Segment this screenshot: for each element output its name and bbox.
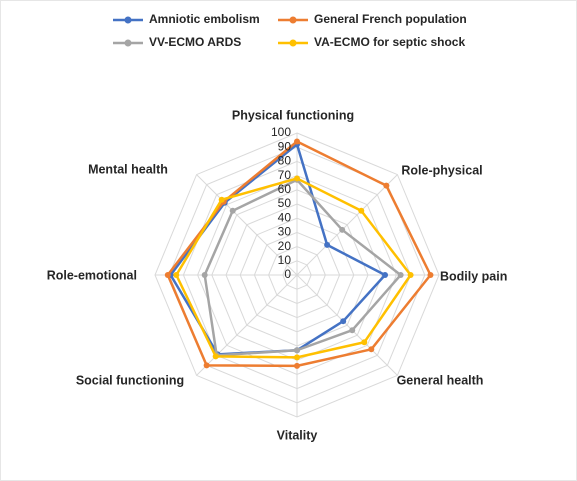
series-marker <box>212 353 219 360</box>
category-label: Mental health <box>88 162 168 176</box>
series-marker <box>324 241 331 248</box>
r-tick-label: 10 <box>278 253 292 267</box>
legend-marker <box>289 39 297 47</box>
legend-label: General French population <box>314 12 467 26</box>
series-marker <box>203 362 210 369</box>
r-tick-label: 60 <box>278 182 292 196</box>
spoke <box>196 174 298 276</box>
r-tick-label: 70 <box>278 168 292 182</box>
r-tick-label: 30 <box>278 225 292 239</box>
legend-marker <box>289 16 297 24</box>
legend-label: Amniotic embolism <box>149 12 260 26</box>
spoke <box>296 174 398 276</box>
r-tick-label: 100 <box>271 125 291 139</box>
series-marker <box>294 347 300 354</box>
legend-marker <box>124 16 132 24</box>
r-tick-label: 0 <box>284 267 291 281</box>
series-marker <box>294 354 300 361</box>
legend-label: VV-ECMO ARDS <box>149 35 241 49</box>
series-marker <box>164 272 171 278</box>
category-label: Physical functioning <box>232 108 354 122</box>
series-marker <box>173 272 180 278</box>
series-marker <box>382 272 389 278</box>
r-tick-label: 40 <box>278 210 292 224</box>
series-marker <box>407 272 414 278</box>
category-label: Bodily pain <box>440 269 507 283</box>
category-label: Role-emotional <box>47 268 137 282</box>
series-marker <box>218 196 225 203</box>
legend-marker <box>124 39 132 47</box>
category-label: Vitality <box>277 428 318 442</box>
series-marker <box>340 318 347 325</box>
series-marker <box>349 327 356 334</box>
r-tick-label: 50 <box>278 196 292 210</box>
legend-label: VA-ECMO for septic shock <box>314 35 465 49</box>
category-label: General health <box>397 373 484 387</box>
series-marker <box>397 272 404 278</box>
series-marker <box>201 272 208 278</box>
r-tick-label: 20 <box>278 239 292 253</box>
series-marker <box>294 138 300 145</box>
series-marker <box>339 226 346 233</box>
r-tick-label: 90 <box>278 139 292 153</box>
series-marker <box>294 362 300 369</box>
series-marker <box>361 339 368 346</box>
series-marker <box>427 272 434 278</box>
r-tick-label: 80 <box>278 154 292 168</box>
series-marker <box>383 182 390 189</box>
series-marker <box>358 207 365 214</box>
series-marker <box>368 346 375 353</box>
spoke <box>296 274 398 376</box>
spoke <box>196 274 298 376</box>
category-label: Social functioning <box>76 373 184 387</box>
category-label: Role-physical <box>401 163 482 177</box>
series-marker <box>294 175 300 182</box>
series-marker <box>229 207 236 214</box>
